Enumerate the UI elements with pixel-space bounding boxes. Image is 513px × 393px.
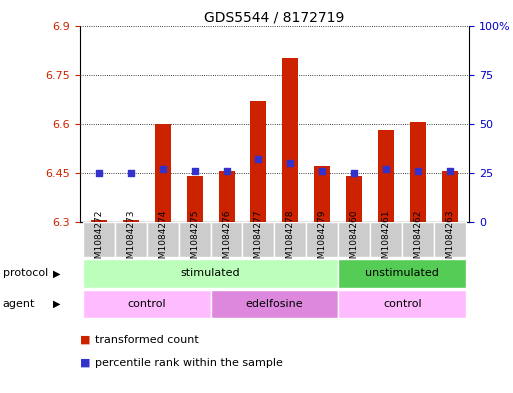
Bar xyxy=(410,122,426,222)
Point xyxy=(414,168,422,174)
Text: agent: agent xyxy=(3,299,35,309)
Text: protocol: protocol xyxy=(3,268,48,278)
Text: GSM1084262: GSM1084262 xyxy=(414,209,423,270)
Bar xyxy=(283,58,299,222)
Bar xyxy=(243,222,274,257)
Point xyxy=(223,168,231,174)
Bar xyxy=(442,171,458,222)
Text: GSM1084276: GSM1084276 xyxy=(222,209,231,270)
Bar xyxy=(339,259,466,288)
Text: GSM1084260: GSM1084260 xyxy=(350,209,359,270)
Text: control: control xyxy=(127,299,166,309)
Point xyxy=(127,170,135,176)
Point xyxy=(254,156,263,162)
Bar xyxy=(370,222,402,257)
Text: ▶: ▶ xyxy=(53,299,61,309)
Text: GSM1084275: GSM1084275 xyxy=(190,209,199,270)
Bar xyxy=(339,290,466,318)
Bar xyxy=(91,220,107,222)
Point xyxy=(94,170,103,176)
Bar xyxy=(154,124,171,222)
Bar xyxy=(339,222,370,257)
Point xyxy=(446,168,455,174)
Text: GSM1084273: GSM1084273 xyxy=(126,209,135,270)
Text: ■: ■ xyxy=(80,335,90,345)
Bar xyxy=(210,290,339,318)
Bar xyxy=(219,171,234,222)
Text: GSM1084261: GSM1084261 xyxy=(382,209,391,270)
Bar xyxy=(434,222,466,257)
Text: GSM1084272: GSM1084272 xyxy=(94,209,103,270)
Bar xyxy=(83,222,115,257)
Bar xyxy=(314,166,330,222)
Text: ■: ■ xyxy=(80,358,90,368)
Text: transformed count: transformed count xyxy=(95,335,199,345)
Bar xyxy=(83,290,210,318)
Text: unstimulated: unstimulated xyxy=(365,268,439,278)
Point xyxy=(350,170,359,176)
Text: GSM1084263: GSM1084263 xyxy=(446,209,455,270)
Text: stimulated: stimulated xyxy=(181,268,241,278)
Bar xyxy=(147,222,179,257)
Text: GSM1084277: GSM1084277 xyxy=(254,209,263,270)
Text: percentile rank within the sample: percentile rank within the sample xyxy=(95,358,283,368)
Bar xyxy=(187,176,203,222)
Point xyxy=(190,168,199,174)
Text: GSM1084279: GSM1084279 xyxy=(318,209,327,270)
Bar xyxy=(83,259,339,288)
Point xyxy=(159,166,167,172)
Bar xyxy=(250,101,266,222)
Bar xyxy=(179,222,210,257)
Title: GDS5544 / 8172719: GDS5544 / 8172719 xyxy=(204,10,345,24)
Bar xyxy=(123,220,139,222)
Bar xyxy=(115,222,147,257)
Bar xyxy=(402,222,434,257)
Point xyxy=(286,160,294,166)
Point xyxy=(318,168,326,174)
Bar xyxy=(210,222,243,257)
Bar xyxy=(378,130,394,222)
Text: edelfosine: edelfosine xyxy=(246,299,303,309)
Text: GSM1084274: GSM1084274 xyxy=(158,209,167,270)
Text: ▶: ▶ xyxy=(53,268,61,278)
Text: GSM1084278: GSM1084278 xyxy=(286,209,295,270)
Point xyxy=(382,166,390,172)
Bar xyxy=(274,222,306,257)
Bar xyxy=(306,222,339,257)
Bar xyxy=(346,176,362,222)
Text: control: control xyxy=(383,299,422,309)
